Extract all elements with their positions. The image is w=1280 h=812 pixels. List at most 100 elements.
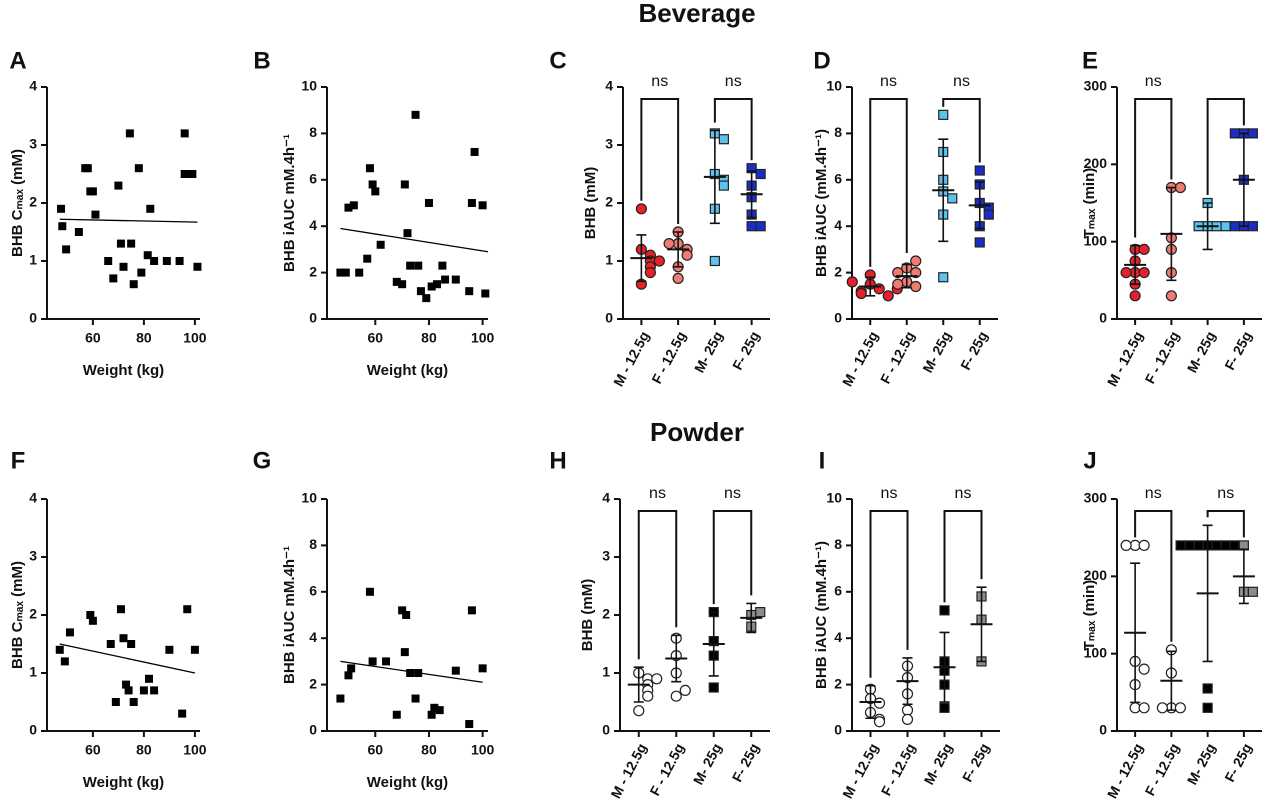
y-tick-label: 100 [1084,232,1108,248]
bracket-label: ns [724,485,741,502]
point [755,606,766,618]
point [855,287,867,300]
point [670,690,682,702]
x-tick-label: M- 25g [690,741,725,788]
x-tick-label: M - 12.5g [839,329,881,389]
point [653,255,665,267]
bracket [943,510,983,603]
point [190,645,199,654]
point [1220,221,1231,232]
point [451,275,460,284]
point [1138,243,1150,255]
point [433,280,442,289]
point [143,251,152,260]
panel-label: D [813,47,830,74]
point [134,164,143,173]
point [127,239,136,248]
x-tick-label: 60 [368,330,384,346]
x-tick-label: 80 [136,742,152,758]
point [109,274,118,283]
point [651,673,663,685]
y-tick-label: 200 [1084,155,1108,171]
point [1184,540,1195,551]
y-tick-label: 0 [1099,722,1107,738]
x-tick-label: M- 25g [1184,329,1219,376]
x-tick-label: 60 [85,330,101,346]
bracket [1134,98,1173,238]
bracket [712,510,753,605]
point [1220,540,1231,551]
point [892,278,904,290]
x-tick-label: M - 12.5g [1104,741,1146,801]
point [175,257,184,265]
point [104,257,113,265]
x-tick-label: M - 12.5g [839,741,881,801]
point [974,237,985,248]
point [422,294,431,303]
point [672,272,684,284]
point [679,684,691,697]
point [938,272,949,283]
point [124,686,133,695]
point [125,129,134,138]
x-tick-label: F - 12.5g [1142,741,1183,799]
y-tick-label: 8 [309,536,317,552]
point [1138,539,1150,552]
bracket-label: ns [649,485,666,502]
bracket [869,510,909,678]
point [755,168,766,180]
point [119,634,128,643]
y-tick-label: 4 [29,490,37,506]
point [441,275,450,284]
point [983,209,994,220]
y-tick-label: 0 [834,310,842,326]
point [398,606,407,615]
point [430,703,439,712]
point [478,664,487,673]
y-tick-label: 10 [826,490,842,506]
point [183,605,192,614]
x-tick-label: F - 12.5g [648,329,689,387]
panel-label: H [549,447,566,474]
x-axis-label: Weight (kg) [83,774,164,791]
point [1202,702,1213,713]
y-tick-label: 8 [309,124,317,140]
y-tick-label: 1 [605,252,613,268]
point [846,276,858,288]
bracket-label: ns [953,73,970,90]
fit-line [59,218,198,223]
x-tick-label: 100 [471,330,495,346]
point [88,187,97,196]
point [116,239,125,248]
y-axis-label: BHB Cₘₐₓ (mM) [9,561,26,669]
point [663,238,675,250]
x-tick-label: M- 25g [1184,741,1219,788]
point [1174,702,1186,714]
point [910,255,922,267]
point [344,671,353,680]
point [65,628,74,637]
x-tick-label: M- 25g [691,329,726,376]
panel-label: J [1083,447,1096,474]
point [150,686,159,695]
point [467,199,476,207]
point [427,282,436,291]
bracket [1134,510,1173,642]
point [1174,181,1186,194]
bracket [640,98,680,224]
point [1120,267,1132,279]
y-axis-label: BHB iAUC (mM.4h⁻¹) [813,541,830,689]
y-tick-label: 1 [602,664,610,680]
y-tick-label: 2 [834,263,842,279]
point [62,245,71,254]
y-tick-label: 0 [29,310,37,326]
y-tick-label: 6 [834,583,842,599]
bracket-label: ns [1145,73,1162,90]
point [178,709,187,718]
fit-line [340,660,483,683]
point [139,686,148,695]
point [376,240,385,249]
point [116,605,125,614]
x-tick-label: M - 12.5g [607,741,649,801]
point [365,587,374,596]
